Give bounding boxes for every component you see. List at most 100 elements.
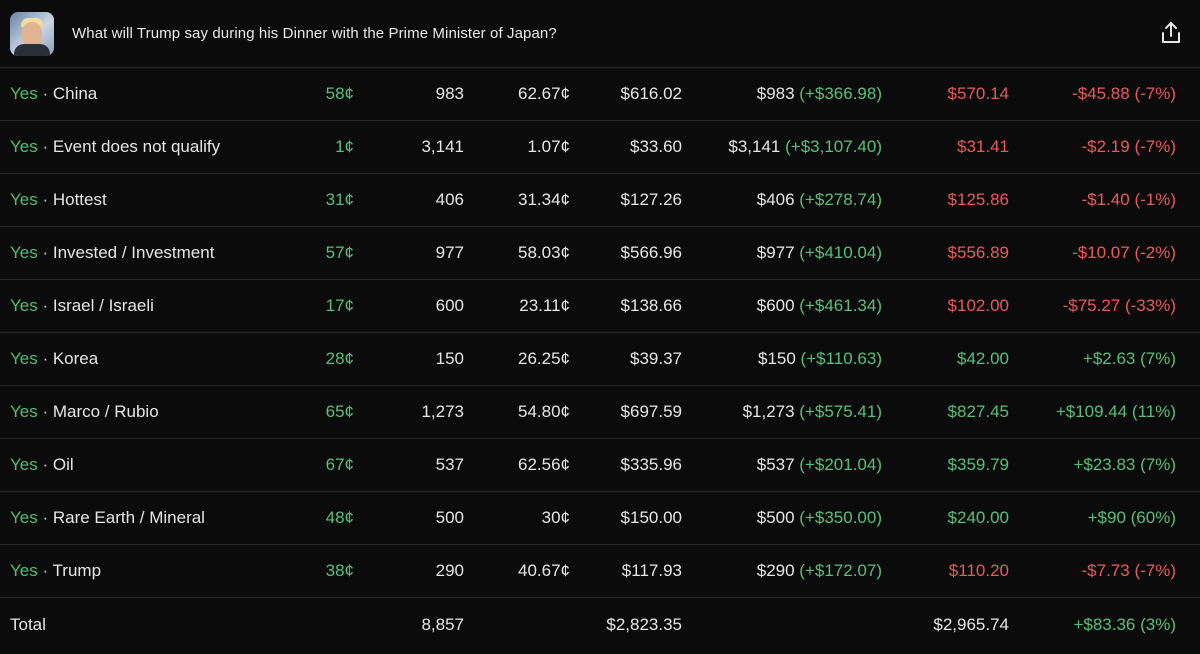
shares-count: 290 <box>435 561 464 580</box>
outcome-side: Yes <box>10 243 38 262</box>
to-win-value: $983 <box>756 84 795 103</box>
table-row[interactable]: Yes · Event does not qualify 1¢ 3,141 1.07¢… <box>0 121 1200 174</box>
outcome-separator: · <box>37 296 53 315</box>
current-price: 67¢ <box>325 455 354 474</box>
outcome-side: Yes <box>10 296 38 315</box>
outcome-cell: Yes · Korea <box>10 349 98 369</box>
cost-basis: $39.37 <box>630 349 682 368</box>
outcome-side: Yes <box>10 455 38 474</box>
current-price: 31¢ <box>325 190 354 209</box>
table-row[interactable]: Yes · China 58¢ 983 62.67¢ $616.02 $983 (+$36… <box>0 68 1200 121</box>
to-win-gain: (+$278.74) <box>799 190 882 209</box>
current-price: 48¢ <box>325 508 354 527</box>
to-win-cell: $983 (+$366.98) <box>757 84 882 104</box>
avg-price: 23.11¢ <box>519 296 570 315</box>
avg-price: 1.07¢ <box>527 137 570 156</box>
outcome-name: Event does not qualify <box>52 137 221 156</box>
return-value: -$7.73 (-7%) <box>1081 561 1176 580</box>
to-win-cell: $977 (+$410.04) <box>757 243 882 263</box>
outcome-side: Yes <box>10 508 38 527</box>
table-row[interactable]: Yes · Trump 38¢ 290 40.67¢ $117.93 $290 (+$17… <box>0 545 1200 598</box>
cost-basis: $127.26 <box>620 190 682 209</box>
to-win-cell: $3,141 (+$3,107.40) <box>728 137 882 157</box>
outcome-side: Yes <box>10 561 38 580</box>
current-price: 28¢ <box>325 349 354 368</box>
to-win-value: $600 <box>756 296 795 315</box>
current-value: $827.45 <box>947 402 1009 421</box>
to-win-cell: $500 (+$350.00) <box>757 508 882 528</box>
outcome-cell: Yes · Marco / Rubio <box>10 402 159 422</box>
outcome-cell: Yes · Event does not qualify <box>10 137 220 157</box>
cost-basis: $33.60 <box>630 137 682 156</box>
outcome-name: Trump <box>52 561 102 580</box>
table-row[interactable]: Yes · Oil 67¢ 537 62.56¢ $335.96 $537 (+$201.… <box>0 439 1200 492</box>
return-value: -$75.27 (-33%) <box>1062 296 1176 315</box>
cost-basis: $150.00 <box>620 508 682 527</box>
outcome-name: Marco / Rubio <box>52 402 159 421</box>
shares-count: 983 <box>435 84 464 103</box>
avg-price: 30¢ <box>541 508 570 527</box>
to-win-gain: (+$201.04) <box>799 455 882 474</box>
outcome-name: Invested / Investment <box>52 243 215 262</box>
table-row[interactable]: Yes · Invested / Investment 57¢ 977 58.03¢ $… <box>0 227 1200 280</box>
shares-count: 600 <box>435 296 464 315</box>
outcome-separator: · <box>37 561 53 580</box>
outcome-name: China <box>52 84 98 103</box>
return-value: +$23.83 (7%) <box>1073 455 1176 474</box>
total-cost: $2,823.35 <box>606 614 682 634</box>
avg-price: 54.80¢ <box>518 402 570 421</box>
shares-count: 406 <box>435 190 464 209</box>
to-win-value: $500 <box>756 508 795 527</box>
current-price: 1¢ <box>335 137 354 156</box>
avg-price: 40.67¢ <box>518 561 570 580</box>
shares-count: 150 <box>435 349 464 368</box>
to-win-cell: $290 (+$172.07) <box>757 561 882 581</box>
outcome-side: Yes <box>10 349 38 368</box>
table-row[interactable]: Yes · Israel / Israeli 17¢ 600 23.11¢ $138.6… <box>0 280 1200 333</box>
cost-basis: $335.96 <box>620 455 682 474</box>
to-win-gain: (+$3,107.40) <box>785 137 882 156</box>
outcome-separator: · <box>37 349 53 368</box>
outcome-side: Yes <box>10 190 38 209</box>
return-value: -$45.88 (-7%) <box>1072 84 1176 103</box>
outcome-cell: Yes · Trump <box>10 561 101 581</box>
current-price: 57¢ <box>325 243 354 262</box>
to-win-gain: (+$366.98) <box>799 84 882 103</box>
shares-count: 500 <box>435 508 464 527</box>
current-value: $240.00 <box>947 508 1009 527</box>
to-win-value: $537 <box>756 455 795 474</box>
outcome-name: Rare Earth / Mineral <box>52 508 205 527</box>
cost-basis: $138.66 <box>620 296 682 315</box>
to-win-value: $150 <box>757 349 796 368</box>
outcome-separator: · <box>37 455 53 474</box>
outcome-side: Yes <box>10 137 38 156</box>
to-win-cell: $406 (+$278.74) <box>757 190 882 210</box>
cost-basis: $117.93 <box>621 561 682 580</box>
table-row[interactable]: Yes · Rare Earth / Mineral 48¢ 500 30¢ $150.… <box>0 492 1200 545</box>
avatar-face <box>22 21 42 46</box>
market-avatar <box>10 11 54 56</box>
table-row[interactable]: Yes · Marco / Rubio 65¢ 1,273 54.80¢ $697.59… <box>0 386 1200 439</box>
positions-table: Yes · China 58¢ 983 62.67¢ $616.02 $983 (+$36… <box>0 68 1200 651</box>
return-value: -$1.40 (-1%) <box>1081 190 1176 209</box>
to-win-cell: $1,273 (+$575.41) <box>743 402 882 422</box>
current-value: $125.86 <box>947 190 1009 209</box>
current-value: $359.79 <box>947 455 1009 474</box>
outcome-name: Hottest <box>52 190 107 209</box>
avg-price: 58.03¢ <box>518 243 570 262</box>
to-win-cell: $537 (+$201.04) <box>757 455 882 475</box>
table-row[interactable]: Yes · Korea 28¢ 150 26.25¢ $39.37 $150 (+$110… <box>0 333 1200 386</box>
shares-count: 3,141 <box>421 137 464 156</box>
shares-count: 537 <box>435 455 464 474</box>
outcome-name: Oil <box>52 455 74 474</box>
total-label: Total <box>10 614 46 634</box>
return-value: +$109.44 (11%) <box>1055 402 1176 421</box>
table-row[interactable]: Yes · Hottest 31¢ 406 31.34¢ $127.26 $406 (+$… <box>0 174 1200 227</box>
share-icon[interactable] <box>1160 20 1182 46</box>
outcome-cell: Yes · Hottest <box>10 190 107 210</box>
return-value: +$90 (60%) <box>1087 508 1176 527</box>
outcome-cell: Yes · China <box>10 84 97 104</box>
to-win-value: $3,141 <box>728 137 781 156</box>
to-win-gain: (+$172.07) <box>799 561 882 580</box>
avg-price: 26.25¢ <box>518 349 570 368</box>
